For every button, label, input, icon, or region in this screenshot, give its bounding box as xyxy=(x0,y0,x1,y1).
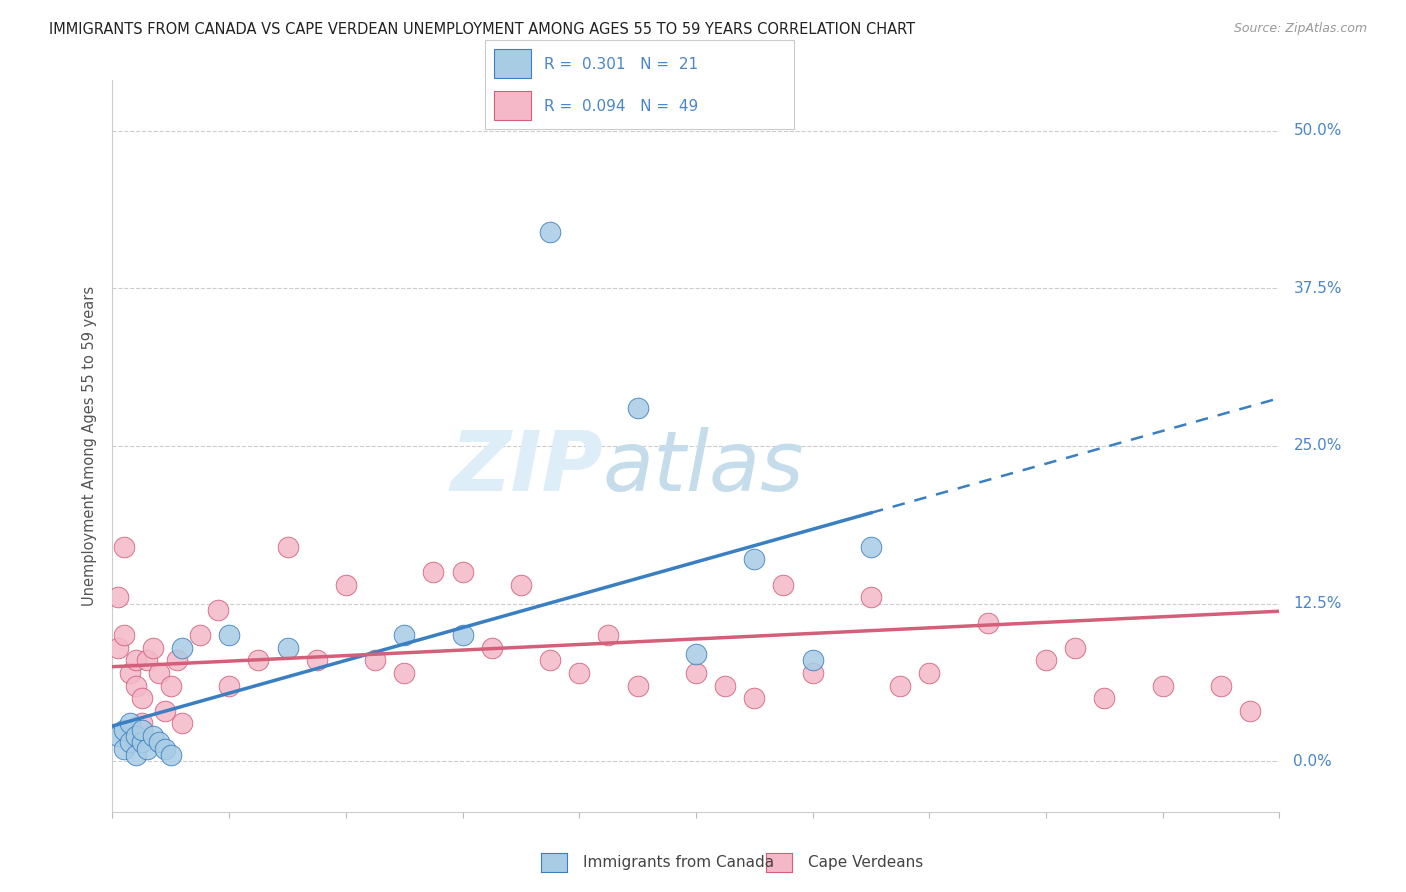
Text: atlas: atlas xyxy=(603,427,804,508)
Point xyxy=(742,552,765,566)
Text: 37.5%: 37.5% xyxy=(1294,281,1341,296)
Point xyxy=(276,640,298,655)
Point xyxy=(627,401,650,416)
FancyBboxPatch shape xyxy=(495,91,531,120)
Point xyxy=(1035,653,1057,667)
Point xyxy=(125,653,148,667)
Point xyxy=(118,735,141,749)
Point xyxy=(148,665,170,680)
Point xyxy=(247,653,270,667)
Point xyxy=(112,723,135,737)
Point xyxy=(142,729,165,743)
Text: R =  0.094   N =  49: R = 0.094 N = 49 xyxy=(544,99,699,113)
Text: 12.5%: 12.5% xyxy=(1294,596,1341,611)
Point xyxy=(148,735,170,749)
Point xyxy=(112,628,135,642)
Point xyxy=(131,735,153,749)
Point xyxy=(394,628,416,642)
Point xyxy=(568,665,591,680)
Point xyxy=(1209,679,1232,693)
Text: ZIP: ZIP xyxy=(450,427,603,508)
Point xyxy=(481,640,503,655)
Point xyxy=(107,640,129,655)
Point xyxy=(742,691,765,706)
Point xyxy=(131,691,153,706)
Text: Cape Verdeans: Cape Verdeans xyxy=(808,855,924,870)
Point xyxy=(889,679,911,693)
Point xyxy=(976,615,998,630)
Point xyxy=(1152,679,1174,693)
FancyBboxPatch shape xyxy=(495,49,531,78)
Point xyxy=(118,716,141,731)
Point xyxy=(801,665,824,680)
Text: IMMIGRANTS FROM CANADA VS CAPE VERDEAN UNEMPLOYMENT AMONG AGES 55 TO 59 YEARS CO: IMMIGRANTS FROM CANADA VS CAPE VERDEAN U… xyxy=(49,22,915,37)
Point xyxy=(112,540,135,554)
Point xyxy=(125,729,148,743)
Text: 50.0%: 50.0% xyxy=(1294,123,1341,138)
Point xyxy=(394,665,416,680)
Point xyxy=(136,741,159,756)
Point xyxy=(538,653,561,667)
Point xyxy=(685,665,707,680)
Point xyxy=(1239,704,1261,718)
Text: 0.0%: 0.0% xyxy=(1294,754,1333,769)
Point xyxy=(142,640,165,655)
Point xyxy=(166,653,188,667)
Point xyxy=(131,723,153,737)
Point xyxy=(772,578,794,592)
Point xyxy=(451,565,474,579)
Point xyxy=(860,591,883,605)
Point xyxy=(118,729,141,743)
Point xyxy=(509,578,531,592)
Point xyxy=(335,578,357,592)
Point xyxy=(107,591,129,605)
Point xyxy=(218,679,240,693)
Point xyxy=(422,565,444,579)
Point xyxy=(714,679,737,693)
Point xyxy=(207,603,229,617)
Point xyxy=(125,679,148,693)
Point xyxy=(801,653,824,667)
Point xyxy=(364,653,387,667)
Point xyxy=(160,679,183,693)
Point xyxy=(598,628,620,642)
Point xyxy=(172,640,194,655)
Point xyxy=(1094,691,1116,706)
Point xyxy=(107,729,129,743)
Point xyxy=(136,653,159,667)
Point xyxy=(538,225,561,239)
Point xyxy=(131,716,153,731)
Point xyxy=(118,665,141,680)
Point xyxy=(305,653,328,667)
Point xyxy=(112,741,135,756)
Point xyxy=(918,665,941,680)
Text: 25.0%: 25.0% xyxy=(1294,439,1341,453)
Point xyxy=(153,704,176,718)
Point xyxy=(276,540,298,554)
Point xyxy=(1064,640,1087,655)
Point xyxy=(125,747,148,762)
Point xyxy=(627,679,650,693)
Point xyxy=(172,716,194,731)
Text: Immigrants from Canada: Immigrants from Canada xyxy=(583,855,775,870)
Text: R =  0.301   N =  21: R = 0.301 N = 21 xyxy=(544,57,697,71)
Y-axis label: Unemployment Among Ages 55 to 59 years: Unemployment Among Ages 55 to 59 years xyxy=(82,286,97,606)
Point xyxy=(218,628,240,642)
Point xyxy=(685,647,707,661)
Point xyxy=(188,628,211,642)
Point xyxy=(451,628,474,642)
Point xyxy=(860,540,883,554)
Text: Source: ZipAtlas.com: Source: ZipAtlas.com xyxy=(1233,22,1367,36)
Point xyxy=(160,747,183,762)
Point xyxy=(153,741,176,756)
